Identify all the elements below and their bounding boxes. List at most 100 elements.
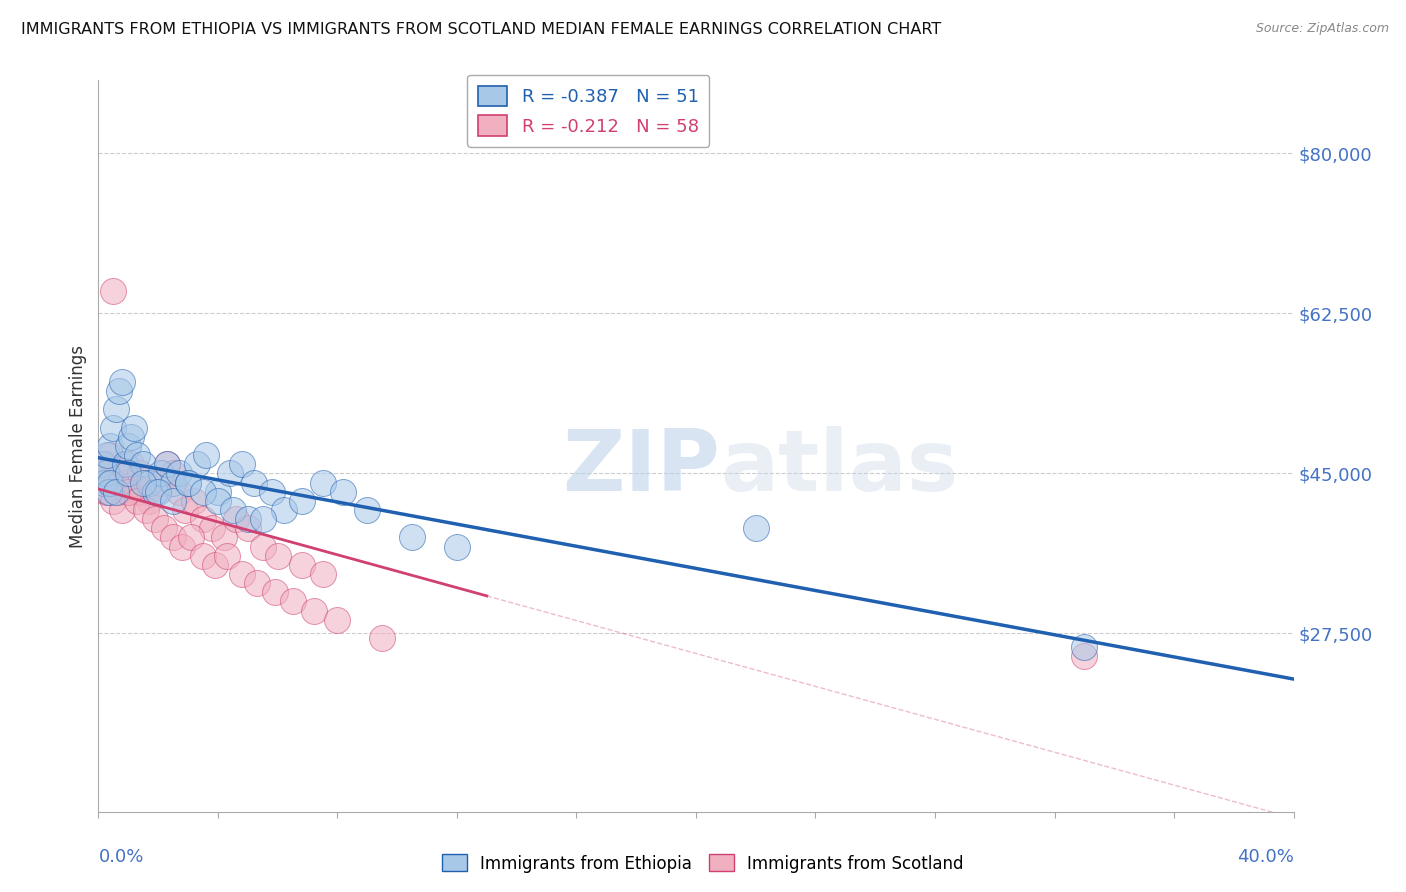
Point	[91, 475, 114, 490]
Point	[167, 484, 190, 499]
Point	[231, 457, 253, 471]
Point	[162, 530, 184, 544]
Point	[97, 475, 120, 490]
Point	[127, 484, 149, 499]
Y-axis label: Median Female Earnings: Median Female Earnings	[69, 344, 87, 548]
Point	[231, 567, 253, 582]
Text: ZIP: ZIP	[562, 426, 720, 509]
Point	[150, 475, 173, 490]
Point	[117, 484, 139, 499]
Point	[93, 475, 115, 490]
Point	[225, 512, 247, 526]
Point	[103, 284, 125, 298]
Point	[260, 484, 283, 499]
Point	[177, 475, 200, 490]
Point	[215, 549, 238, 563]
Point	[281, 594, 304, 608]
Point	[97, 484, 120, 499]
Point	[143, 484, 166, 499]
Point	[172, 540, 194, 554]
Point	[291, 493, 314, 508]
Point	[114, 475, 136, 490]
Point	[105, 475, 128, 490]
Point	[177, 475, 200, 490]
Point	[191, 484, 214, 499]
Point	[371, 631, 394, 645]
Point	[105, 484, 128, 499]
Point	[174, 503, 197, 517]
Point	[135, 503, 157, 517]
Point	[219, 467, 242, 481]
Point	[243, 475, 266, 490]
Point	[1073, 649, 1095, 664]
Point	[207, 493, 229, 508]
Point	[267, 549, 290, 563]
Point	[111, 467, 134, 481]
Point	[191, 512, 214, 526]
Point	[98, 448, 122, 462]
Point	[201, 521, 224, 535]
Point	[94, 484, 117, 499]
Text: 40.0%: 40.0%	[1237, 848, 1294, 866]
Point	[94, 467, 117, 481]
Point	[291, 558, 314, 572]
Point	[138, 475, 160, 490]
Point	[153, 521, 176, 535]
Point	[138, 493, 160, 508]
Point	[745, 521, 768, 535]
Point	[180, 530, 202, 544]
Point	[263, 585, 285, 599]
Point	[96, 457, 118, 471]
Point	[311, 567, 333, 582]
Point	[332, 484, 354, 499]
Point	[132, 475, 155, 490]
Point	[162, 475, 184, 490]
Point	[98, 439, 122, 453]
Point	[108, 484, 131, 499]
Point	[117, 439, 139, 453]
Point	[252, 512, 274, 526]
Point	[127, 493, 149, 508]
Point	[162, 493, 184, 508]
Point	[127, 448, 149, 462]
Point	[236, 521, 259, 535]
Legend: Immigrants from Ethiopia, Immigrants from Scotland: Immigrants from Ethiopia, Immigrants fro…	[436, 847, 970, 880]
Point	[114, 457, 136, 471]
Point	[129, 467, 152, 481]
Point	[186, 457, 208, 471]
Point	[124, 420, 146, 434]
Point	[156, 457, 179, 471]
Point	[156, 457, 179, 471]
Point	[132, 484, 155, 499]
Point	[207, 484, 229, 499]
Point	[148, 484, 170, 499]
Point	[120, 457, 142, 471]
Point	[204, 558, 226, 572]
Point	[273, 503, 295, 517]
Point	[91, 457, 114, 471]
Point	[246, 576, 269, 591]
Point	[1073, 640, 1095, 655]
Point	[446, 540, 468, 554]
Text: 0.0%: 0.0%	[98, 848, 143, 866]
Point	[120, 430, 142, 444]
Point	[143, 512, 166, 526]
Point	[222, 503, 245, 517]
Point	[93, 467, 115, 481]
Point	[103, 420, 125, 434]
Point	[117, 467, 139, 481]
Point	[326, 613, 349, 627]
Point	[191, 549, 214, 563]
Point	[132, 457, 155, 471]
Point	[236, 512, 259, 526]
Point	[195, 448, 218, 462]
Point	[162, 467, 184, 481]
Point	[124, 475, 146, 490]
Point	[135, 475, 157, 490]
Point	[302, 603, 325, 617]
Point	[311, 475, 333, 490]
Point	[212, 530, 235, 544]
Legend: R = -0.387   N = 51, R = -0.212   N = 58: R = -0.387 N = 51, R = -0.212 N = 58	[467, 75, 710, 147]
Point	[356, 503, 378, 517]
Point	[183, 493, 205, 508]
